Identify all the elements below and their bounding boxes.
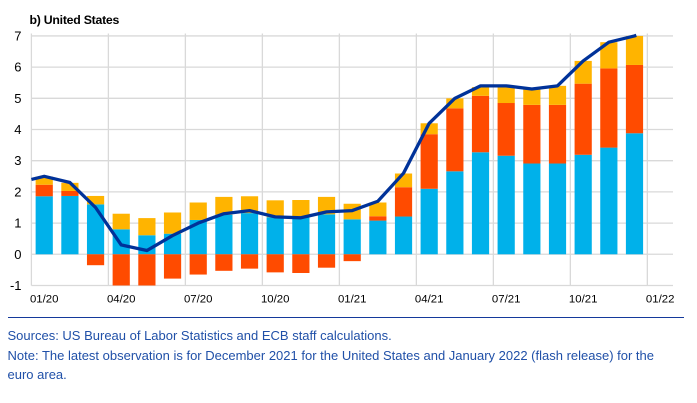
svg-text:2: 2	[14, 184, 21, 199]
svg-text:10/21: 10/21	[569, 294, 598, 306]
svg-text:07/20: 07/20	[184, 294, 213, 306]
svg-text:01/20: 01/20	[30, 294, 59, 306]
svg-text:-1: -1	[10, 278, 22, 293]
svg-text:5: 5	[14, 91, 21, 106]
svg-text:6: 6	[14, 60, 21, 75]
svg-text:3: 3	[14, 153, 21, 168]
svg-text:04/20: 04/20	[107, 294, 136, 306]
svg-text:01/22: 01/22	[646, 294, 675, 306]
svg-text:10/20: 10/20	[261, 294, 290, 306]
svg-text:4: 4	[14, 122, 21, 137]
svg-text:04/21: 04/21	[415, 294, 444, 306]
svg-text:0: 0	[14, 247, 21, 262]
svg-text:7: 7	[14, 28, 21, 43]
svg-text:07/21: 07/21	[492, 294, 521, 306]
svg-text:1: 1	[14, 216, 21, 231]
svg-text:01/21: 01/21	[338, 294, 367, 306]
